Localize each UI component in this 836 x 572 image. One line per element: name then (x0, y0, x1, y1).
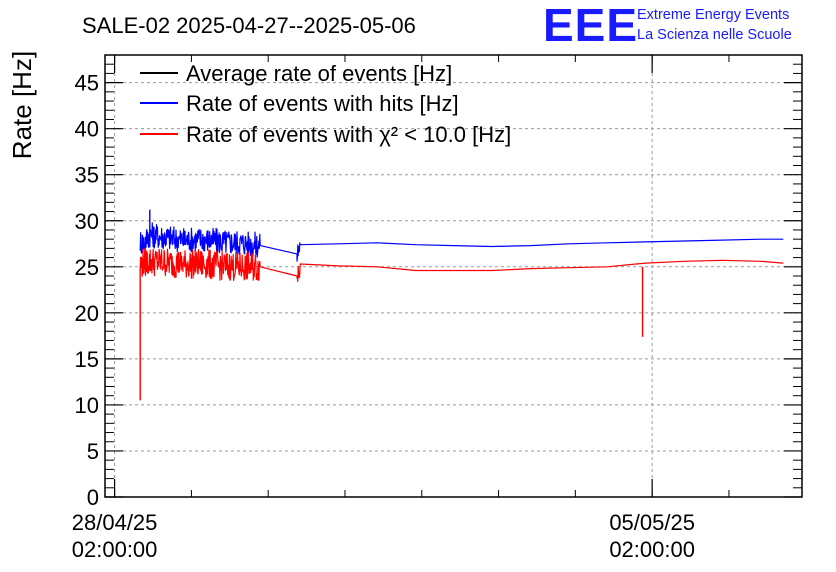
series-line-2 (139, 247, 784, 282)
legend: Average rate of events [Hz] Rate of event… (140, 61, 511, 147)
logo-mark: EEE (543, 0, 638, 51)
y-tick-label: 10 (75, 393, 99, 418)
x-tick-label-time: 02:00:00 (609, 537, 695, 562)
y-tick-label: 40 (75, 117, 99, 142)
legend-entry-0: Average rate of events [Hz] (186, 61, 452, 86)
y-tick-label: 35 (75, 163, 99, 188)
plot-area (139, 209, 784, 401)
eee-logo: EEE Extreme Energy Events La Scienza nel… (543, 0, 792, 51)
y-tick-label: 45 (75, 71, 99, 96)
y-tick-label: 30 (75, 209, 99, 234)
legend-entry-1: Rate of events with hits [Hz] (186, 91, 459, 116)
x-tick-label-date: 28/04/25 (72, 510, 158, 535)
y-axis: 0 5 10 15 20 25 30 35 40 45 (75, 54, 802, 510)
y-tick-label: 15 (75, 347, 99, 372)
legend-entry-2: Rate of events with χ² < 10.0 [Hz] (186, 122, 511, 147)
logo-line2: La Scienza nelle Scuole (637, 27, 792, 43)
x-tick-label-time: 02:00:00 (72, 537, 158, 562)
y-tick-label: 20 (75, 301, 99, 326)
y-tick-label: 0 (87, 485, 99, 510)
chart-title: SALE-02 2025-04-27--2025-05-06 (82, 13, 416, 38)
y-tick-label: 5 (87, 439, 99, 464)
x-tick-label-date: 05/05/25 (609, 510, 695, 535)
series-line-1 (139, 222, 784, 262)
y-axis-label: Rate [Hz] (7, 51, 37, 159)
logo-line1: Extreme Energy Events (637, 7, 789, 23)
y-tick-label: 25 (75, 255, 99, 280)
